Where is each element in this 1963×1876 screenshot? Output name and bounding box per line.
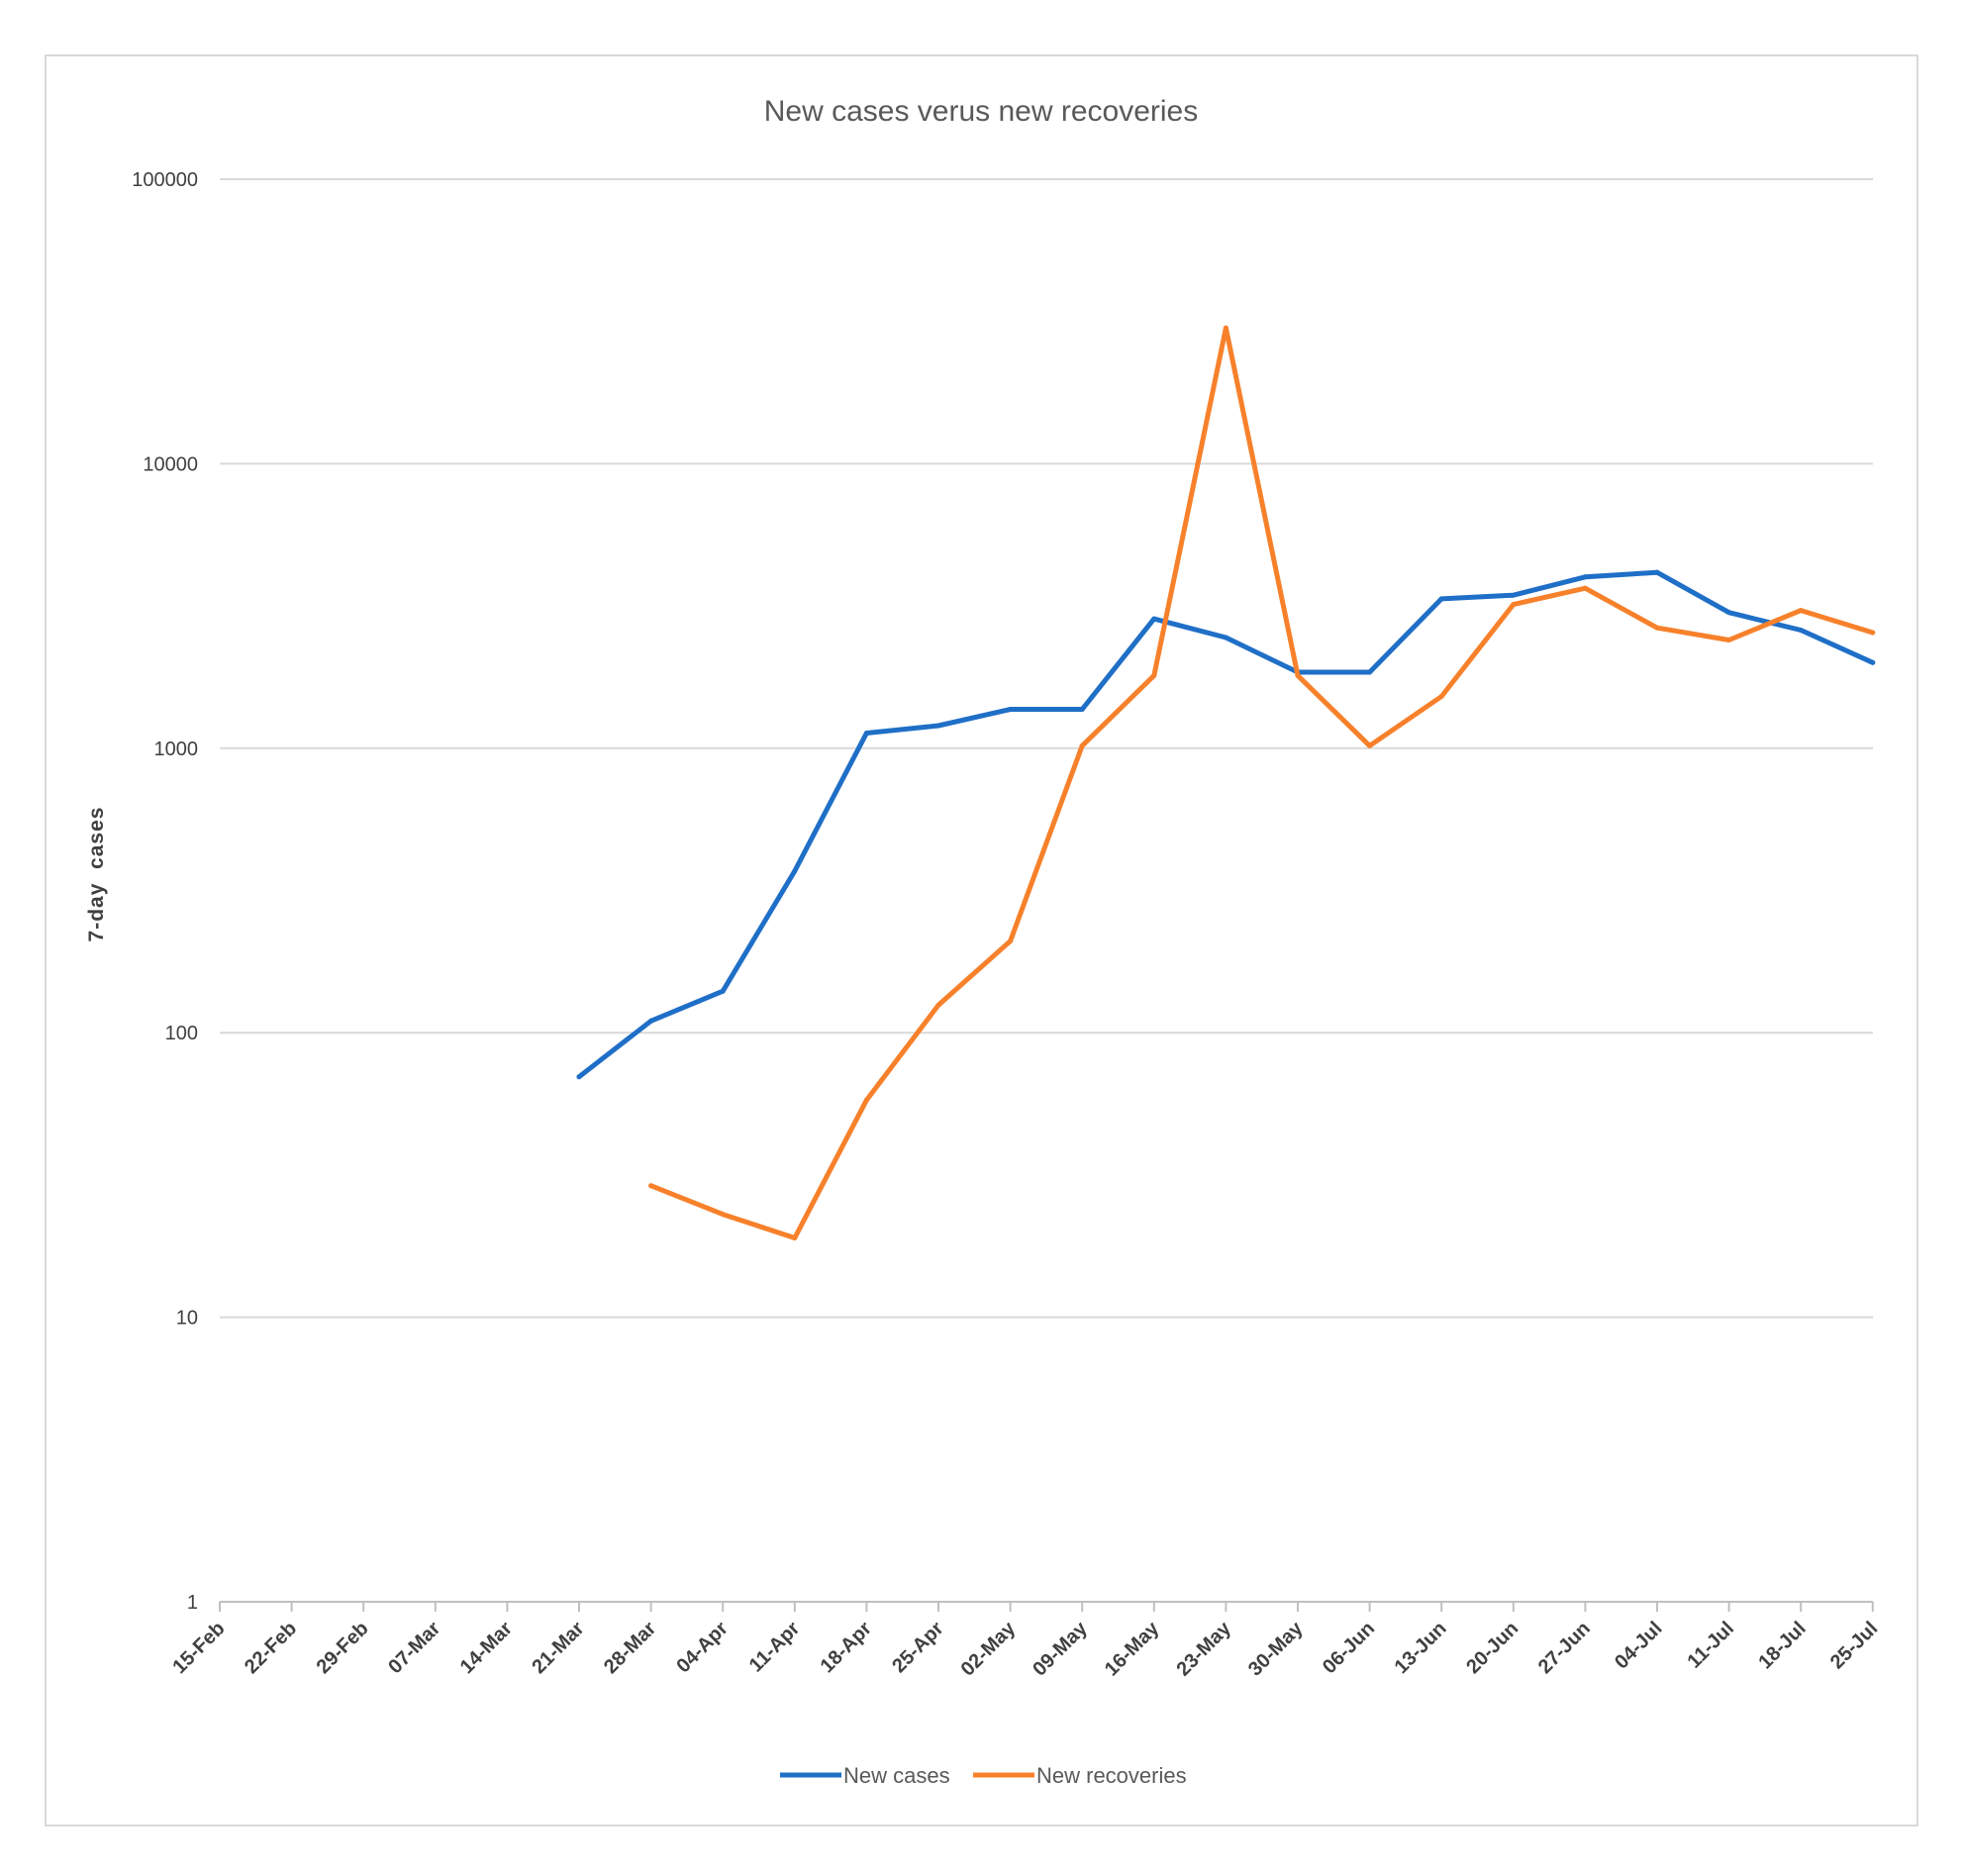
x-tick-27-Jun: 27-Jun <box>1534 1618 1595 1678</box>
y-tick-1000: 1000 <box>154 739 199 760</box>
series-line-new-cases <box>576 569 1876 1080</box>
y-tick-labels: 1 10 100 1000 10000 100000 <box>132 169 198 1614</box>
x-tick-02-May: 02-May <box>957 1617 1021 1680</box>
legend-label-new-recoveries: New recoveries <box>1036 1763 1187 1788</box>
x-tick-28-Mar: 28-Mar <box>600 1618 660 1678</box>
x-tick-22-Feb: 22-Feb <box>241 1618 301 1678</box>
data-point-new-cases-28-Mar <box>648 1018 654 1024</box>
data-point-new-cases-18-Jul <box>1798 628 1804 634</box>
x-tick-25-Apr: 25-Apr <box>888 1618 948 1678</box>
series-layer <box>576 325 1876 1240</box>
x-tick-14-Mar: 14-Mar <box>456 1618 517 1678</box>
x-tick-labels: 15-Feb 22-Feb 29-Feb 07-Mar 14-Mar 21-Mar 28-M… <box>168 1617 1882 1680</box>
legend: New cases New recoveries <box>780 1763 1187 1788</box>
x-tick-21-Mar: 21-Mar <box>528 1618 588 1678</box>
x-tick-23-May: 23-May <box>1172 1617 1235 1680</box>
data-point-new-cases-04-Jul <box>1654 569 1660 575</box>
data-point-new-recoveries-06-Jun <box>1367 742 1373 748</box>
data-point-new-cases-04-Apr <box>720 988 726 994</box>
x-tick-11-Apr: 11-Apr <box>745 1618 805 1677</box>
data-point-new-cases-06-Jun <box>1367 669 1373 675</box>
x-tick-15-Feb: 15-Feb <box>168 1618 229 1678</box>
data-point-new-cases-11-Apr <box>792 868 798 874</box>
x-tick-18-Jul: 18-Jul <box>1754 1618 1810 1673</box>
y-tick-10: 10 <box>176 1308 198 1330</box>
grid-layer <box>219 178 1874 1612</box>
data-point-new-recoveries-02-May <box>1008 938 1014 944</box>
data-point-new-cases-20-Jun <box>1511 592 1517 598</box>
data-point-new-cases-16-May <box>1151 616 1157 622</box>
data-point-new-cases-25-Apr <box>935 723 941 729</box>
data-point-new-cases-27-Jun <box>1582 574 1588 580</box>
x-tick-18-Apr: 18-Apr <box>817 1618 877 1678</box>
data-point-new-recoveries-04-Jul <box>1654 625 1660 631</box>
data-point-new-recoveries-11-Jul <box>1726 638 1732 643</box>
data-point-new-recoveries-04-Apr <box>720 1212 726 1218</box>
x-tick-04-Jul: 04-Jul <box>1611 1618 1666 1673</box>
x-tick-06-Jun: 06-Jun <box>1319 1618 1379 1678</box>
x-tick-13-Jun: 13-Jun <box>1391 1618 1451 1678</box>
x-tick-04-Apr: 04-Apr <box>672 1618 733 1678</box>
data-point-new-recoveries-09-May <box>1079 742 1085 748</box>
y-tick-1: 1 <box>187 1592 198 1614</box>
data-point-new-recoveries-11-Apr <box>792 1234 798 1240</box>
x-tick-25-Jul: 25-Jul <box>1826 1618 1882 1673</box>
data-point-new-cases-11-Jul <box>1726 610 1732 616</box>
y-tick-10000: 10000 <box>143 453 198 475</box>
x-tick-16-May: 16-May <box>1101 1617 1164 1680</box>
chart-frame <box>45 54 1918 1827</box>
x-tick-09-May: 09-May <box>1029 1617 1092 1680</box>
data-point-new-recoveries-30-May <box>1295 672 1301 678</box>
y-axis-label: 7-day cases <box>85 807 108 942</box>
data-point-new-recoveries-28-Mar <box>648 1183 654 1189</box>
data-point-new-recoveries-25-Jul <box>1870 630 1876 636</box>
data-point-new-cases-02-May <box>1008 707 1014 713</box>
x-tick-29-Feb: 29-Feb <box>313 1618 373 1678</box>
data-point-new-cases-18-Apr <box>863 731 869 737</box>
data-point-new-recoveries-18-Apr <box>863 1097 869 1103</box>
data-point-new-recoveries-20-Jun <box>1511 602 1517 608</box>
data-point-new-cases-09-May <box>1079 707 1085 713</box>
chart-title: New cases verus new recoveries <box>764 95 1199 128</box>
x-tick-11-Jul: 11-Jul <box>1683 1618 1738 1673</box>
data-point-new-recoveries-23-May <box>1223 325 1228 331</box>
data-point-new-cases-21-Mar <box>576 1074 582 1080</box>
data-point-new-cases-25-Jul <box>1870 659 1876 665</box>
x-tick-20-Jun: 20-Jun <box>1462 1618 1522 1678</box>
data-point-new-recoveries-27-Jun <box>1582 585 1588 591</box>
series-line-new-recoveries <box>648 325 1876 1240</box>
data-point-new-recoveries-16-May <box>1151 672 1157 678</box>
data-point-new-recoveries-13-Jun <box>1438 694 1444 700</box>
data-point-new-recoveries-18-Jul <box>1798 608 1804 614</box>
y-tick-100: 100 <box>165 1023 198 1044</box>
data-point-new-cases-23-May <box>1223 635 1228 641</box>
legend-label-new-cases: New cases <box>843 1763 950 1788</box>
x-tick-30-May: 30-May <box>1244 1617 1308 1680</box>
data-point-new-cases-13-Jun <box>1438 596 1444 602</box>
y-tick-100000: 100000 <box>132 169 198 191</box>
x-tick-07-Mar: 07-Mar <box>384 1618 444 1678</box>
data-point-new-recoveries-25-Apr <box>935 1002 941 1008</box>
